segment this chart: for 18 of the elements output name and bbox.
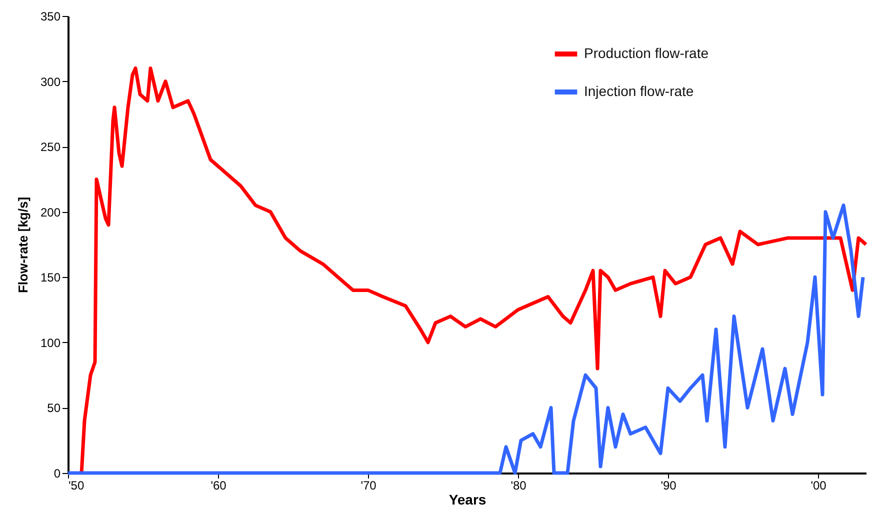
- y-tick-label: 350: [40, 10, 61, 24]
- x-tick-label: '90: [660, 478, 677, 492]
- legend-label: Injection flow-rate: [584, 83, 694, 99]
- y-tick-label: 150: [40, 270, 61, 285]
- y-tick-label: 200: [40, 205, 61, 220]
- y-tick-label: 0: [54, 466, 61, 480]
- x-axis-title: Years: [448, 492, 486, 508]
- y-tick-label: 250: [40, 140, 61, 154]
- x-tick-label: '80: [510, 478, 527, 492]
- x-tick-label: '60: [210, 478, 227, 492]
- x-tick-label: '70: [360, 478, 377, 492]
- x-tick-label: '50: [68, 478, 84, 492]
- x-tick-label: '00: [810, 478, 827, 492]
- y-tick-label: 300: [40, 74, 61, 89]
- y-axis-title: Flow-rate [kg/s]: [15, 196, 30, 294]
- y-tick-label: 100: [40, 336, 61, 350]
- legend-label: Production flow-rate: [584, 45, 709, 61]
- y-tick-label: 50: [47, 401, 61, 416]
